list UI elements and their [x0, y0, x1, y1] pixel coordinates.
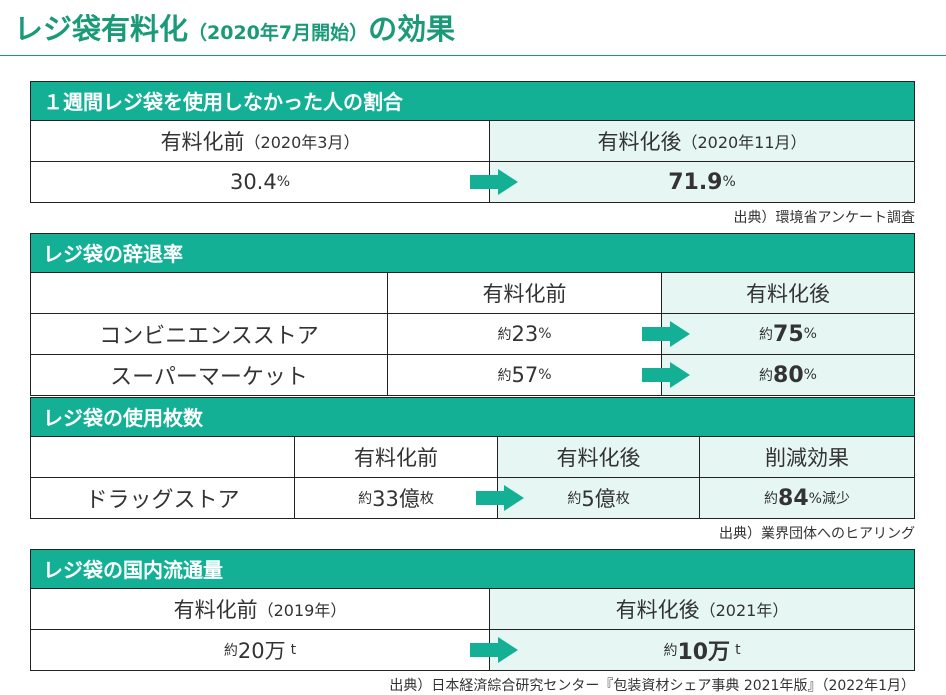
- approx-label: 約: [497, 368, 512, 384]
- unit: %: [803, 367, 817, 383]
- after-col-header: 有料化後: [497, 437, 699, 477]
- arrow-right-icon: [470, 169, 518, 195]
- distribution-volume-table: レジ袋の国内流通量 有料化前 （2019年） 有料化後 （2021年） 約 20万 t …: [30, 549, 915, 671]
- title-main: レジ袋有料化: [14, 12, 189, 46]
- unit: t: [290, 642, 297, 658]
- after-value-cell: 約 75%: [642, 314, 914, 354]
- table-row-header: 有料化前 有料化後: [30, 273, 915, 314]
- after-date: （2021年）: [699, 601, 789, 620]
- table-row-labels: 有料化前 （2020年3月） 有料化後 （2020年11月）: [30, 121, 915, 162]
- table-row-values: 30.4% 71.9%: [30, 162, 915, 203]
- after-value: 5億: [581, 487, 616, 511]
- table-row: コンビニエンスストア 約 23% 約 75%: [30, 314, 915, 355]
- before-label-cell: 有料化前 （2020年3月）: [31, 121, 489, 161]
- page-title: レジ袋有料化（2020年7月開始）の効果: [14, 6, 455, 48]
- section-header: レジ袋の使用枚数: [30, 397, 915, 437]
- empty-cell: [31, 437, 294, 477]
- arrow-right-icon: [642, 362, 690, 388]
- after-label-cell: 有料化後 （2020年11月）: [489, 121, 914, 161]
- unit: 枚: [615, 491, 630, 507]
- title-period: （2020年7月開始）: [188, 22, 369, 44]
- table-row-values: 約 20万 t 約 10万 t: [30, 630, 915, 671]
- title-suffix: の効果: [368, 12, 456, 46]
- table-row-labels: 有料化前 （2019年） 有料化後 （2021年）: [30, 589, 915, 630]
- after-value-cell: 約 10万 t: [470, 630, 914, 670]
- before-label: 有料化前: [160, 130, 245, 154]
- unit: %: [722, 174, 736, 190]
- after-value: 75: [773, 321, 804, 347]
- section-header: レジ袋の国内流通量: [30, 549, 915, 589]
- empty-cell: [31, 273, 387, 313]
- source-note: 出典）日本経済綜合研究センター『包装資材シェア事典 2021年版』（2022年1…: [389, 678, 915, 694]
- after-value-cell: 約 80%: [642, 355, 914, 395]
- before-value-cell: 約 23%: [387, 314, 661, 354]
- unit: 枚: [419, 491, 434, 507]
- approx-label: 約: [759, 368, 774, 384]
- before-date: （2019年）: [257, 601, 347, 620]
- unit: %: [538, 326, 552, 342]
- refusal-rate-table: レジ袋の辞退率 有料化前 有料化後 コンビニエンスストア 約 23% 約 75% ス…: [30, 233, 915, 396]
- before-label-cell: 有料化前 （2019年）: [31, 589, 489, 629]
- approx-label: 約: [497, 327, 512, 343]
- table-row: ドラッグストア 約 33億枚 約 5億枚 約 84 %減少: [30, 478, 915, 519]
- after-label-cell: 有料化後 （2021年）: [489, 589, 914, 629]
- arrow-right-icon: [642, 321, 690, 347]
- after-value-cell: 約 5億枚: [476, 478, 699, 518]
- approx-label: 約: [764, 491, 779, 507]
- source-note: 出典）業界団体へのヒアリング: [719, 526, 915, 542]
- after-value: 10万: [677, 640, 731, 665]
- row-label: スーパーマーケット: [110, 365, 308, 390]
- title-divider: [0, 55, 946, 56]
- before-value-cell: 約 20万 t: [31, 630, 489, 670]
- effect-value: 84: [778, 485, 809, 511]
- unit: %減少: [808, 491, 850, 507]
- unit: %: [803, 326, 817, 342]
- after-value: 80: [773, 362, 804, 388]
- arrow-right-icon: [470, 637, 518, 663]
- after-value-cell: 71.9%: [470, 162, 914, 202]
- approx-label: 約: [358, 491, 373, 507]
- after-value: 71.9: [668, 169, 723, 195]
- approx-label: 約: [663, 643, 678, 659]
- before-value-cell: 30.4%: [31, 162, 489, 202]
- before-value: 23: [511, 322, 539, 346]
- source-note: 出典）環境省アンケート調査: [733, 210, 915, 226]
- unit: t: [735, 642, 741, 658]
- before-value: 30.4: [229, 170, 277, 194]
- unit: %: [538, 367, 552, 383]
- table-row-header: 有料化前 有料化後 削減効果: [30, 437, 915, 478]
- table-row: スーパーマーケット 約 57% 約 80%: [30, 355, 915, 396]
- before-date: （2020年3月）: [244, 133, 360, 152]
- arrow-right-icon: [476, 485, 524, 511]
- after-label: 有料化後: [597, 130, 682, 154]
- before-value: 33億: [372, 487, 420, 511]
- before-col-header: 有料化前: [294, 437, 497, 477]
- unit: %: [276, 174, 291, 190]
- before-label: 有料化前: [173, 598, 258, 622]
- before-value: 20万: [237, 639, 286, 663]
- effect-value-cell: 約 84 %減少: [699, 478, 914, 518]
- approx-label: 約: [223, 643, 238, 659]
- approx-label: 約: [759, 327, 774, 343]
- section-header: レジ袋の辞退率: [30, 233, 915, 273]
- weekly-nonuse-table: １週間レジ袋を使用しなかった人の割合 有料化前 （2020年3月） 有料化後 （20…: [30, 81, 915, 203]
- before-value-cell: 約 57%: [387, 355, 661, 395]
- before-value-cell: 約 33億枚: [294, 478, 497, 518]
- after-label: 有料化後: [615, 598, 700, 622]
- row-label: ドラッグストア: [85, 488, 240, 513]
- row-label: コンビニエンスストア: [99, 324, 319, 349]
- after-date: （2020年11月）: [681, 133, 807, 152]
- after-col-header: 有料化後: [661, 273, 914, 313]
- before-value: 57: [511, 363, 539, 387]
- effect-col-header: 削減効果: [699, 437, 914, 477]
- approx-label: 約: [567, 491, 582, 507]
- section-header: １週間レジ袋を使用しなかった人の割合: [30, 81, 915, 121]
- before-col-header: 有料化前: [387, 273, 661, 313]
